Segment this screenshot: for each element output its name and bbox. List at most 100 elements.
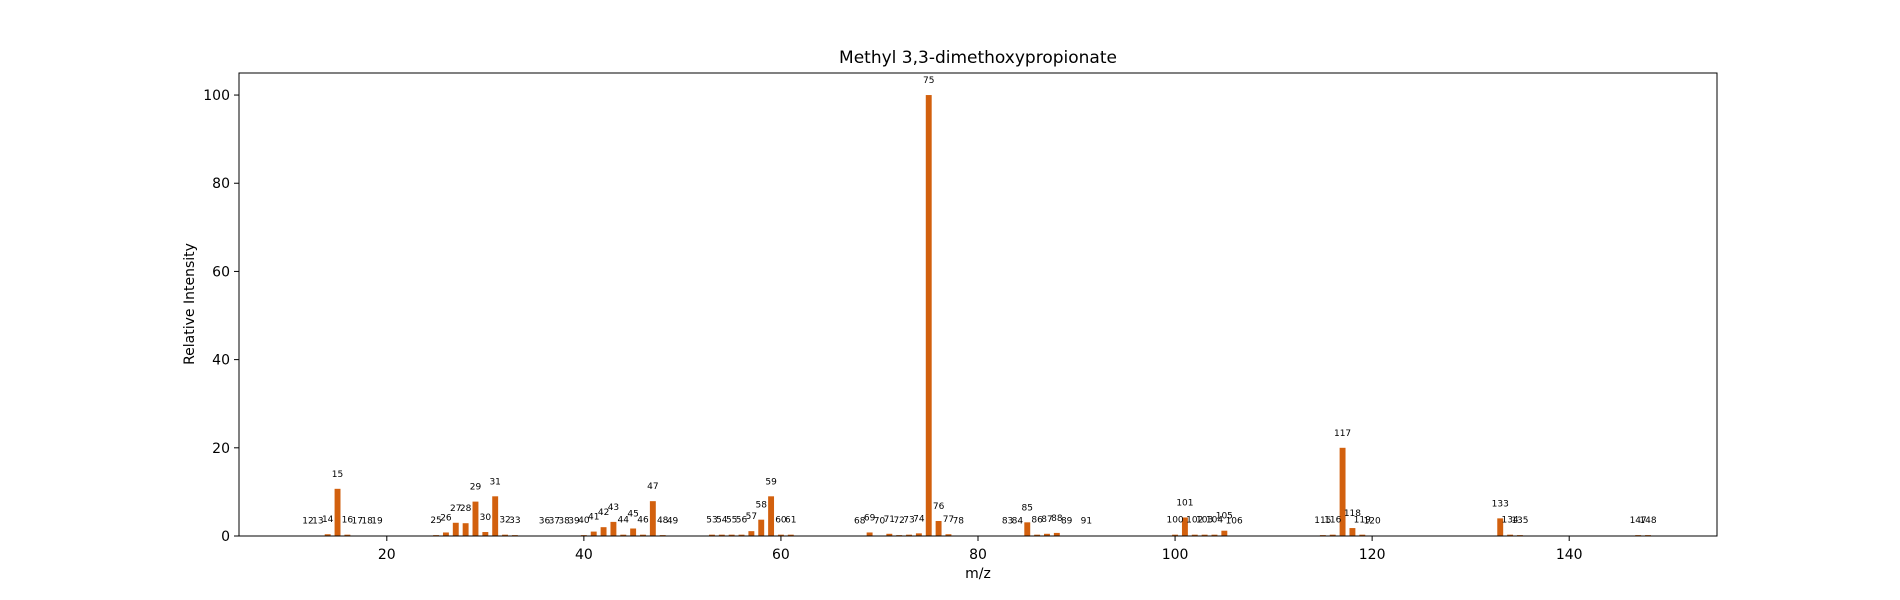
data-label-mz-69: 69: [864, 513, 876, 523]
x-axis-label: m/z: [965, 566, 991, 582]
data-label-mz-57: 57: [746, 512, 757, 522]
data-label-mz-106: 106: [1226, 517, 1243, 527]
data-label-mz-70: 70: [874, 517, 886, 527]
bar-mz-105: [1221, 530, 1228, 536]
bar-mz-27: [452, 522, 459, 536]
data-label-mz-38: 38: [558, 517, 570, 527]
data-label-mz-26: 26: [440, 513, 452, 523]
data-label-mz-37: 37: [549, 517, 560, 527]
data-label-mz-15: 15: [332, 470, 343, 480]
bar-mz-100: [1172, 534, 1179, 536]
bar-mz-75: [925, 95, 932, 537]
x-tick-label: 60: [772, 547, 790, 563]
bar-mz-14: [324, 534, 331, 536]
data-label-mz-43: 43: [608, 503, 619, 513]
data-label-mz-28: 28: [460, 504, 472, 514]
y-tick-label: 20: [212, 441, 230, 457]
bar-mz-103: [1201, 534, 1208, 536]
data-label-mz-32: 32: [499, 516, 510, 526]
data-label-mz-33: 33: [509, 516, 520, 526]
data-label-mz-59: 59: [765, 477, 777, 487]
data-label-mz-91: 91: [1081, 517, 1092, 527]
data-label-mz-30: 30: [480, 513, 492, 523]
data-label-mz-36: 36: [539, 517, 551, 527]
data-label-mz-58: 58: [756, 501, 768, 511]
bar-mz-104: [1211, 534, 1218, 536]
data-label-mz-135: 135: [1511, 516, 1528, 526]
bars-group: [305, 95, 1651, 537]
bar-mz-73: [906, 534, 912, 536]
data-label-mz-104: 104: [1206, 516, 1223, 526]
data-label-mz-73: 73: [903, 516, 914, 526]
data-label-mz-105: 105: [1216, 512, 1233, 522]
bar-mz-16: [344, 534, 351, 536]
bar-mz-15: [334, 488, 341, 536]
bar-mz-41: [590, 531, 597, 536]
bar-mz-61: [787, 534, 794, 536]
data-label-mz-56: 56: [736, 516, 748, 526]
data-label-mz-44: 44: [618, 516, 630, 526]
data-label-mz-29: 29: [470, 483, 482, 493]
data-label-mz-46: 46: [637, 516, 649, 526]
data-label-mz-60: 60: [775, 516, 787, 526]
bar-mz-87: [1044, 533, 1050, 536]
bar-mz-133: [1497, 518, 1504, 536]
data-label-mz-76: 76: [933, 502, 945, 512]
bar-mz-45: [630, 528, 637, 536]
bar-mz-60: [777, 534, 784, 536]
data-label-mz-119: 119: [1354, 516, 1371, 526]
bar-mz-30: [482, 532, 489, 536]
bar-mz-86: [1034, 534, 1041, 536]
data-label-mz-55: 55: [726, 516, 737, 526]
x-tick-label: 80: [969, 547, 987, 563]
bar-mz-29: [472, 501, 479, 536]
y-axis-ticks: 0 20 40 60 80 100: [203, 88, 239, 545]
data-label-mz-103: 103: [1196, 516, 1213, 526]
data-label-mz-89: 89: [1061, 517, 1073, 527]
data-label-mz-147: 147: [1630, 516, 1647, 526]
x-tick-label: 20: [378, 547, 396, 563]
bar-mz-58: [758, 519, 765, 536]
data-label-mz-118: 118: [1344, 509, 1361, 519]
data-label-mz-120: 120: [1364, 517, 1381, 527]
bar-mz-53: [709, 534, 715, 536]
data-label-mz-117: 117: [1334, 429, 1351, 439]
chart-title: Methyl 3,3-dimethoxypropionate: [839, 48, 1117, 68]
bar-mz-77: [945, 534, 952, 536]
y-tick-label: 0: [221, 529, 230, 545]
data-label-mz-101: 101: [1176, 498, 1193, 508]
data-label-mz-13: 13: [312, 517, 323, 527]
data-label-mz-31: 31: [489, 477, 500, 487]
bar-mz-46: [640, 534, 646, 536]
bar-mz-28: [462, 523, 469, 536]
x-tick-label: 140: [1556, 547, 1583, 563]
data-label-mz-85: 85: [1022, 503, 1033, 513]
bar-mz-102: [1191, 534, 1198, 536]
bar-mz-101: [1181, 517, 1188, 536]
data-label-mz-77: 77: [943, 515, 954, 525]
x-axis-ticks: 20 40 60 80 100 120 140: [378, 536, 1583, 563]
bar-mz-119: [1359, 534, 1366, 536]
bar-mz-117: [1339, 447, 1346, 536]
data-label-mz-25: 25: [430, 516, 441, 526]
data-label-mz-53: 53: [706, 516, 717, 526]
data-label-mz-100: 100: [1166, 516, 1183, 526]
data-label-mz-61: 61: [785, 516, 796, 526]
bar-mz-54: [718, 534, 725, 536]
bar-mz-74: [915, 533, 922, 536]
x-tick-label: 40: [575, 547, 593, 563]
bar-mz-116: [1329, 534, 1336, 536]
data-label-mz-41: 41: [588, 513, 599, 523]
x-tick-label: 120: [1359, 547, 1386, 563]
data-label-mz-48: 48: [657, 516, 669, 526]
data-label-mz-17: 17: [352, 517, 363, 527]
data-label-mz-18: 18: [361, 517, 373, 527]
data-label-mz-72: 72: [893, 516, 904, 526]
bar-mz-118: [1349, 528, 1356, 536]
data-label-mz-87: 87: [1041, 515, 1052, 525]
x-tick-label: 100: [1162, 547, 1189, 563]
data-label-mz-68: 68: [854, 517, 866, 527]
bar-mz-26: [442, 532, 449, 536]
data-label-mz-115: 115: [1314, 516, 1331, 526]
